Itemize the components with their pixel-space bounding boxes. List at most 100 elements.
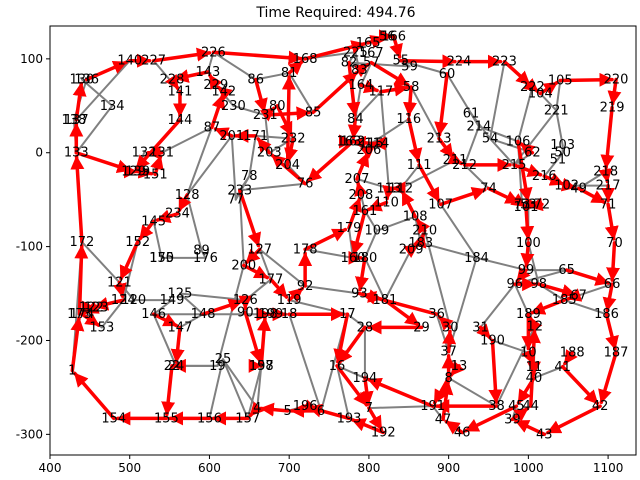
graph-edge [555,109,564,147]
node-label: 134 [100,99,125,114]
graph-edge [186,126,213,196]
node-label: 43 [536,427,553,442]
node-label: 153 [89,320,114,335]
route-edge [350,418,386,435]
node-label: 107 [428,197,453,212]
node-label: 213 [427,132,452,147]
node-label: 1 [68,364,76,379]
node-label: 138 [62,113,87,128]
node-label: 150 [149,251,174,266]
node-label: 36 [428,307,445,322]
node-label: 224 [447,55,472,70]
node-label: 41 [554,360,571,375]
node-label: 81 [281,66,298,81]
x-tick-label: 1100 [593,461,624,475]
node-label: 8 [444,371,452,386]
node-label: 191 [420,399,445,414]
route-edge [598,168,613,184]
node-label: 73 [514,197,531,212]
route-edge [604,312,619,351]
route-edge [528,197,544,212]
graph-edge [238,182,307,192]
route-edge [135,164,154,179]
node-label: 148 [191,307,216,322]
route-edge [399,54,457,69]
route-edge [74,150,132,173]
node-label: 60 [439,67,456,82]
node-label: 99 [518,263,535,278]
route-edge [403,85,417,117]
route-edge [432,376,451,405]
route-edge [400,190,417,219]
route-edge [351,135,374,150]
route-edge [447,151,464,166]
node-label: 163 [337,134,362,149]
node-label: 190 [480,333,505,348]
node-label: 126 [233,293,258,308]
y-tick-label: -300 [16,427,43,441]
route-edge [353,62,370,78]
route-edge [354,256,369,292]
node-label: 214 [467,119,492,134]
route-edge [248,401,265,418]
route-edge [170,325,185,364]
route-edge [520,205,535,241]
node-label: 179 [337,221,362,236]
node-label: 146 [141,307,166,322]
route-edge [566,288,583,302]
node-label: 102 [554,179,579,194]
node-label: 76 [297,177,314,192]
route-edge [259,402,290,417]
route-edge [412,232,427,249]
graph-edge [288,313,323,412]
node-label: 66 [604,277,621,292]
node-label: 217 [596,179,621,194]
node-label: 173 [67,307,92,322]
x-tick-label: 400 [39,461,62,475]
route-edge [510,406,530,422]
x-tick-label: 900 [437,461,460,475]
node-label: 160 [341,251,366,266]
graph-edge [75,104,114,154]
node-label: 117 [368,85,393,100]
node-label: 12 [526,319,543,334]
graph-edge [208,358,225,420]
graph-edge [463,163,490,190]
route-edge [366,198,389,212]
node-label: 225 [343,45,368,60]
node-label: 209 [399,242,424,257]
route-edge [74,244,89,316]
node-label: 30 [442,320,459,335]
route-edge [417,163,441,203]
node-label: 212 [452,158,477,173]
route-edge [383,298,421,327]
y-tick-label: 0 [35,146,43,160]
node-label: 11 [526,360,543,375]
node-label: 149 [160,293,185,308]
plot-frame [49,25,637,456]
graph-edge [439,203,478,259]
route-edge [357,289,383,303]
node-label: 106 [506,134,531,149]
graph-edge [555,79,562,112]
node-label: 71 [600,197,617,212]
route-edge [488,338,503,404]
route-edge [510,193,527,208]
graph-edge [152,220,163,259]
node-label: 109 [364,224,389,239]
graph-edge [256,364,263,410]
route-edge [281,75,296,167]
route-edge [119,240,140,281]
graph-edge [399,59,449,75]
node-label: 10 [520,346,537,361]
route-edge [70,316,85,373]
node-label: 186 [594,307,619,322]
node-label: 185 [552,293,577,308]
route-edge [347,117,362,140]
node-label: 83 [351,63,368,78]
route-edge [243,310,264,364]
node-label: 67 [570,288,587,303]
graph-edge [230,134,237,201]
route-edge [303,227,348,252]
